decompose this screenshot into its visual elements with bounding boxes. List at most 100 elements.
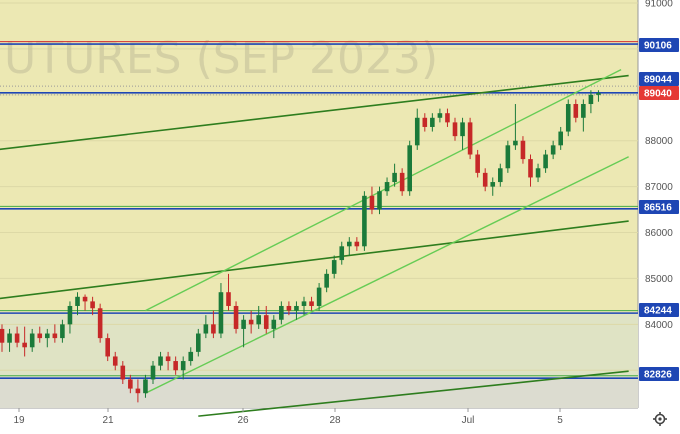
candle	[294, 301, 299, 320]
price-tag: 89040	[639, 86, 679, 100]
candlestick-series	[0, 90, 601, 403]
candle-body	[414, 117, 420, 146]
candle-body	[241, 319, 246, 329]
price-tag-label: 84244	[644, 306, 672, 317]
candle-body	[316, 287, 322, 306]
candle	[150, 361, 156, 385]
settings-gear-icon[interactable]	[653, 412, 667, 426]
candle-body	[543, 154, 548, 169]
candle	[331, 255, 337, 279]
candle-body	[52, 333, 58, 339]
candle-body	[188, 351, 194, 362]
candle-body	[75, 296, 80, 306]
x-tick-label: 26	[237, 415, 249, 426]
candle	[543, 149, 548, 173]
candle-body	[581, 104, 586, 118]
candle-body	[354, 241, 360, 247]
candle-body	[392, 172, 397, 183]
y-tick-label: 85000	[645, 274, 673, 285]
candle-body	[97, 308, 103, 339]
y-tick-label: 84000	[645, 320, 673, 331]
candle	[173, 356, 178, 375]
candle-body	[384, 182, 390, 192]
candle	[482, 168, 488, 192]
y-tick-label: 91000	[645, 0, 673, 10]
price-tag: 90106	[639, 38, 679, 52]
candle-body	[528, 159, 533, 178]
x-tick-label: 19	[13, 415, 25, 426]
y-tick-label: 86000	[645, 228, 673, 239]
candle	[498, 163, 503, 187]
candle-body	[256, 315, 261, 325]
candle-body	[150, 365, 156, 380]
x-tick-label: Jul	[462, 415, 475, 426]
candle-body	[422, 117, 428, 127]
candle	[120, 361, 126, 385]
candle-body	[445, 113, 450, 123]
candle	[14, 326, 20, 348]
zone-bands	[0, 313, 638, 408]
price-tag-box	[639, 38, 679, 52]
grid-lines	[0, 2, 638, 371]
candle	[233, 301, 239, 334]
candle	[165, 351, 171, 371]
candle	[384, 177, 390, 196]
horizontal-levels	[0, 41, 638, 380]
candle-body	[505, 145, 511, 169]
trend-line	[145, 68, 622, 312]
candle	[475, 149, 480, 178]
zone-band	[0, 313, 638, 379]
candle-body	[399, 172, 405, 192]
candle	[399, 168, 405, 196]
candle	[347, 237, 352, 256]
candle-body	[452, 122, 458, 137]
trend-line	[198, 370, 629, 417]
candle-body	[173, 361, 178, 371]
candle-body	[482, 172, 488, 187]
candle	[513, 104, 518, 150]
candle-body	[226, 292, 231, 306]
candle	[505, 140, 511, 173]
candle-body	[82, 296, 88, 302]
candle	[203, 315, 209, 339]
price-tag-box	[639, 367, 679, 381]
candle	[430, 113, 435, 132]
candle	[211, 310, 216, 339]
price-tag-box	[639, 303, 679, 317]
candle	[90, 296, 95, 316]
trend-channels	[0, 68, 629, 417]
candle-body	[558, 131, 563, 146]
candle-body	[211, 324, 216, 334]
candle-body	[203, 324, 209, 334]
candle	[407, 140, 412, 196]
price-tag: 82826	[639, 367, 679, 381]
candle	[60, 319, 65, 343]
candle	[414, 108, 420, 150]
candle	[535, 163, 541, 183]
candle	[301, 296, 307, 316]
candle-body	[158, 356, 163, 366]
candle	[309, 296, 314, 311]
candle-body	[29, 333, 35, 348]
candle-body	[271, 319, 277, 329]
candle	[279, 301, 284, 325]
candle-body	[430, 117, 435, 127]
candle	[528, 154, 533, 187]
candle-body	[301, 301, 307, 306]
candle	[67, 301, 73, 334]
candle	[256, 305, 261, 329]
candle-body	[535, 168, 541, 178]
trend-line	[0, 220, 629, 300]
candle-body	[90, 301, 95, 309]
candle	[271, 315, 277, 339]
candle	[558, 126, 563, 150]
candle	[22, 326, 27, 357]
candle	[377, 186, 382, 215]
price-tag: 89044	[639, 72, 679, 86]
candle	[248, 310, 254, 334]
candle	[180, 356, 186, 380]
candle-body	[45, 333, 50, 339]
price-tag-box	[639, 72, 679, 86]
candle-body	[112, 356, 118, 366]
candle-body	[294, 305, 299, 311]
